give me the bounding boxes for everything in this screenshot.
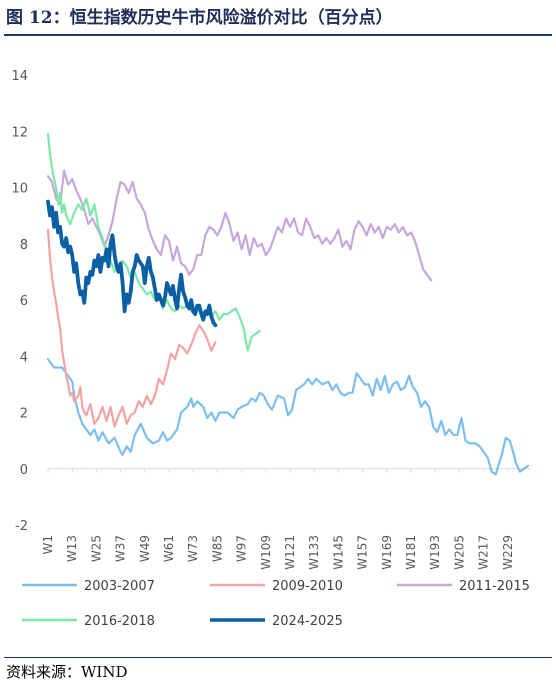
line-chart: -2 0 2 4 6 8 10 12 14 W1 W13 W25 W37 W49 W61 W73 W85 W97… bbox=[11, 69, 530, 629]
x-tick-label: W145 bbox=[331, 535, 345, 570]
legend-label: 2024-2025 bbox=[272, 614, 343, 629]
plot-series bbox=[46, 132, 530, 476]
series-line-2011-2015 bbox=[46, 169, 433, 282]
source-note: 资料来源：WIND bbox=[6, 663, 128, 681]
y-tick-label: 2 bbox=[20, 407, 28, 422]
legend-label: 2016-2018 bbox=[84, 614, 155, 629]
x-axis: W1 W13 W25 W37 W49 W61 W73 W85 W97 W109 W121 W133 W1… bbox=[41, 468, 530, 570]
x-tick-label: W133 bbox=[307, 535, 321, 570]
legend-label: 2003-2007 bbox=[84, 579, 155, 594]
series-line-2009-2010 bbox=[46, 228, 217, 428]
footer-rule bbox=[4, 657, 552, 658]
series-line-2003-2007 bbox=[46, 358, 530, 476]
legend-item: 2009-2010 bbox=[210, 579, 343, 594]
y-tick-label: 8 bbox=[20, 238, 28, 253]
x-tick-label: W61 bbox=[162, 535, 176, 562]
x-tick-label: W73 bbox=[186, 535, 200, 562]
y-tick-label: 6 bbox=[20, 294, 28, 309]
series-line-2024-2025 bbox=[46, 199, 218, 328]
x-tick-label: W109 bbox=[259, 535, 273, 570]
x-tick-label: W193 bbox=[428, 535, 442, 570]
legend-item: 2011-2015 bbox=[397, 579, 530, 594]
x-tick-label: W229 bbox=[501, 535, 515, 570]
x-tick-label: W49 bbox=[138, 535, 152, 562]
x-tick-label: W157 bbox=[356, 535, 370, 570]
x-tick-label: W37 bbox=[114, 535, 128, 562]
x-tick-label: W181 bbox=[404, 535, 418, 570]
figure-title: 图 12：恒生指数历史牛市风险溢价对比（百分点） bbox=[6, 8, 393, 28]
legend-label: 2011-2015 bbox=[459, 579, 530, 594]
x-tick-label: W25 bbox=[89, 535, 103, 562]
y-tick-label: 10 bbox=[11, 182, 28, 197]
y-tick-label: 0 bbox=[20, 463, 28, 478]
x-tick-label: W205 bbox=[452, 535, 466, 570]
y-tick-label: 4 bbox=[20, 350, 28, 365]
legend-item: 2024-2025 bbox=[210, 614, 343, 629]
y-tick-label: 12 bbox=[11, 125, 28, 140]
x-tick-label: W217 bbox=[477, 535, 491, 570]
legend: 2003-2007 2009-2010 2011-2015 2016-2018 2024… bbox=[22, 579, 530, 629]
legend-label: 2009-2010 bbox=[272, 579, 343, 594]
legend-item: 2003-2007 bbox=[22, 579, 155, 594]
y-tick-label: 14 bbox=[11, 69, 28, 84]
x-tick-label: W97 bbox=[235, 535, 249, 562]
x-tick-label: W13 bbox=[65, 535, 79, 562]
x-tick-label: W121 bbox=[283, 535, 297, 570]
y-tick-label: -2 bbox=[15, 519, 28, 534]
x-tick-label: W1 bbox=[41, 535, 55, 555]
x-tick-label: W85 bbox=[210, 535, 224, 562]
series-line-2016-2018 bbox=[46, 132, 261, 352]
x-tick-label: W169 bbox=[380, 535, 394, 570]
y-axis: -2 0 2 4 6 8 10 12 14 bbox=[11, 69, 28, 534]
title-rule bbox=[4, 34, 552, 36]
legend-item: 2016-2018 bbox=[22, 614, 155, 629]
